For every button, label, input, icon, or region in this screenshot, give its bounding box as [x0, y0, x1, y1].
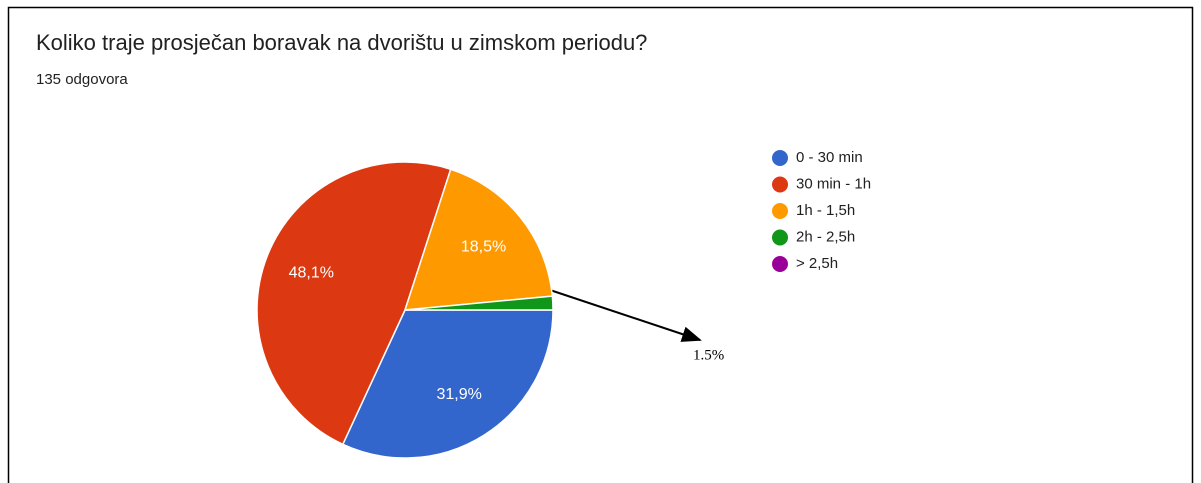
slice-label: 18,5% — [461, 238, 506, 255]
pie-slice — [256, 161, 452, 446]
legend-swatch — [772, 256, 788, 272]
pie-slice — [403, 168, 554, 311]
annotation: 1.5% — [693, 347, 724, 363]
legend-label: > 2,5h — [796, 255, 838, 272]
pie-slice — [404, 295, 554, 311]
pie-slice — [341, 309, 554, 459]
legend-label: 30 min - 1h — [796, 175, 871, 192]
legend-swatch — [772, 229, 788, 246]
chart-title: Koliko traje prosječan boravak na dvoriš… — [36, 30, 647, 55]
legend-label: 0 - 30 min — [796, 149, 863, 166]
chart-subtitle: 135 odgovora — [36, 71, 128, 88]
legend-swatch — [772, 150, 788, 166]
legend-swatch — [772, 176, 788, 193]
legend-label: 1h - 1,5h — [796, 202, 855, 219]
frame — [7, 6, 1194, 483]
legend-label: 2h - 2,5h — [796, 228, 855, 245]
legend-swatch — [772, 203, 788, 219]
slice-label: 31,9% — [437, 386, 482, 403]
slice-label: 48,1% — [289, 264, 334, 281]
